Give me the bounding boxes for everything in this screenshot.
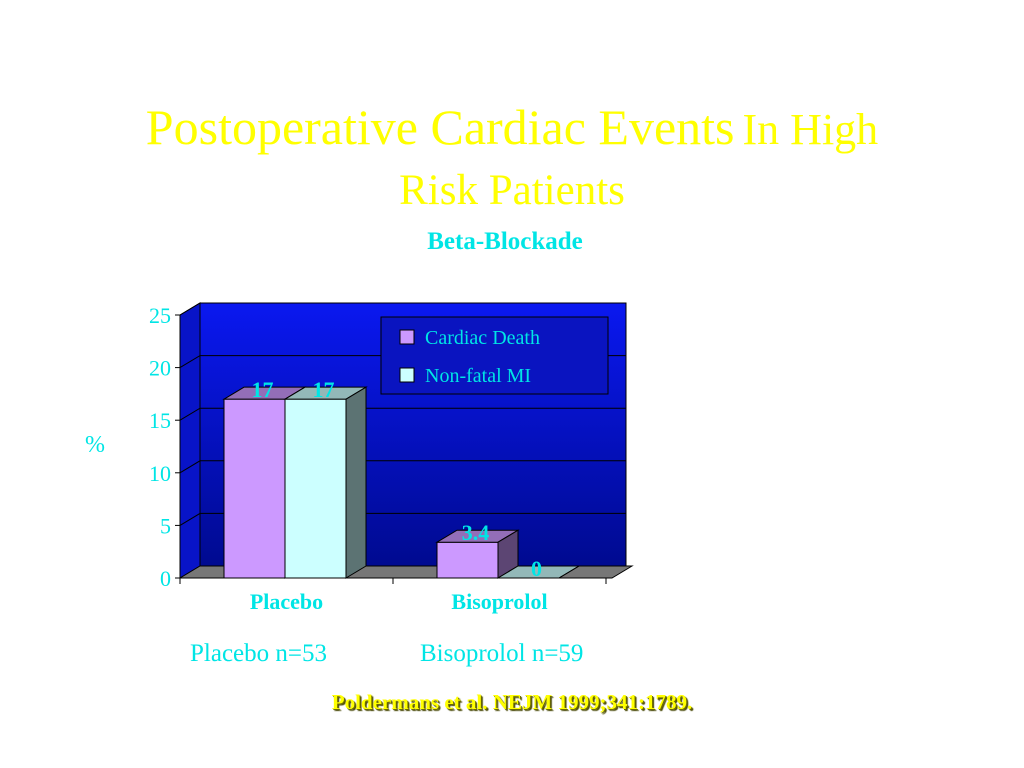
gridline — [179, 512, 626, 526]
x-category-label: Bisoprolol — [451, 589, 547, 614]
bar-front — [223, 398, 286, 579]
legend-label: Cardiac Death — [425, 327, 540, 349]
slide-title-line2: Risk Patients — [399, 167, 625, 214]
legend-box — [380, 316, 609, 395]
legend-label: Non-fatal MI — [425, 365, 531, 387]
bar-data-label: 17 — [252, 377, 274, 402]
bar-front — [284, 398, 347, 579]
gridline — [179, 302, 626, 316]
bar-side — [558, 565, 580, 579]
bisoprolol-sample-size: Bisoprolol n=59 — [420, 640, 584, 667]
gridline — [179, 460, 626, 474]
placebo-sample-size: Placebo n=53 — [190, 640, 327, 667]
y-tick-label: 0 — [160, 566, 171, 591]
slide-title-line1: Postoperative Cardiac Events In High — [0, 98, 1024, 156]
y-tick-label: 5 — [160, 513, 171, 538]
gridline — [179, 407, 626, 421]
title-main: Postoperative Cardiac Events — [145, 99, 735, 155]
bar-side — [345, 386, 367, 579]
bar-data-label: 0 — [531, 556, 542, 581]
y-tick-label: 10 — [149, 461, 171, 486]
x-category-label: Placebo — [250, 589, 323, 614]
legend-swatch — [399, 329, 415, 345]
citation: Poldermans et al. NEJM 1999;341:1789. — [331, 690, 693, 714]
plot-side-wall — [179, 302, 201, 579]
chart-subtitle: Beta-Blockade — [427, 228, 583, 255]
legend-swatch — [399, 367, 415, 383]
y-tick-label: 15 — [149, 408, 171, 433]
y-tick-label: 20 — [149, 356, 171, 381]
title-rest: In High — [742, 105, 879, 154]
y-axis-label: % — [85, 432, 105, 458]
y-tick-label: 25 — [149, 303, 171, 328]
bar-data-label: 17 — [313, 377, 335, 402]
bar-data-label: 3.4 — [462, 520, 490, 545]
bar-front — [436, 541, 499, 579]
